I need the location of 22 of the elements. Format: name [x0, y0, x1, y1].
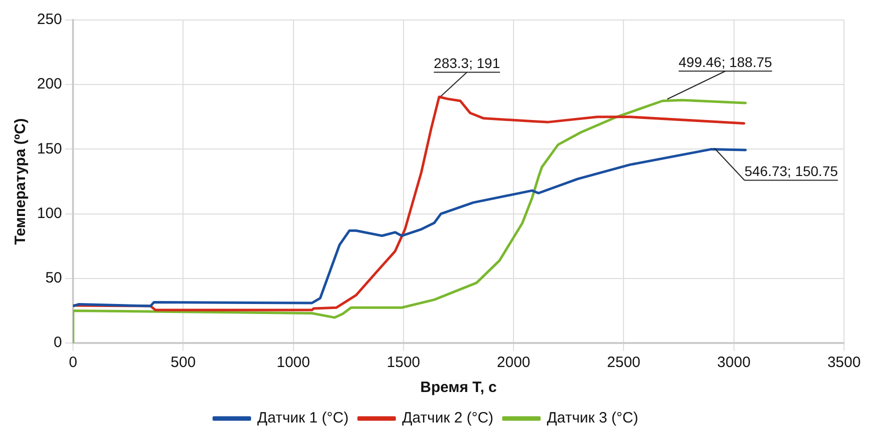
legend-label: Датчик 1 (°C)	[257, 410, 349, 427]
y-tick-label: 50	[45, 270, 62, 287]
x-tick-label: 1000	[276, 354, 310, 372]
x-tick-label: 2500	[607, 354, 640, 372]
annotation: 546.73; 150.75	[744, 163, 838, 180]
y-tick-label: 100	[36, 204, 62, 222]
legend-label: Датчик 3 (°C)	[546, 410, 638, 427]
x-axis-title: Время Т, с	[420, 379, 497, 396]
annotation: 499.46; 188.75	[678, 54, 772, 70]
y-tick-label: 0	[54, 334, 62, 352]
y-tick-label: 250	[36, 11, 62, 28]
y-axis-title: Температура (ºC)	[12, 118, 30, 245]
x-tick-label: 500	[170, 354, 196, 372]
x-tick-label: 3000	[717, 354, 751, 372]
x-tick-label: 3500	[827, 354, 861, 372]
y-tick-label: 200	[36, 76, 62, 93]
x-tick-label: 2000	[496, 354, 530, 372]
x-tick-label: 1500	[386, 354, 420, 372]
x-tick-label: 0	[68, 354, 78, 372]
annotation: 283.3; 191	[434, 55, 500, 72]
y-tick-label: 150	[36, 140, 62, 158]
legend-label: Датчик 2 (°C)	[402, 410, 494, 427]
